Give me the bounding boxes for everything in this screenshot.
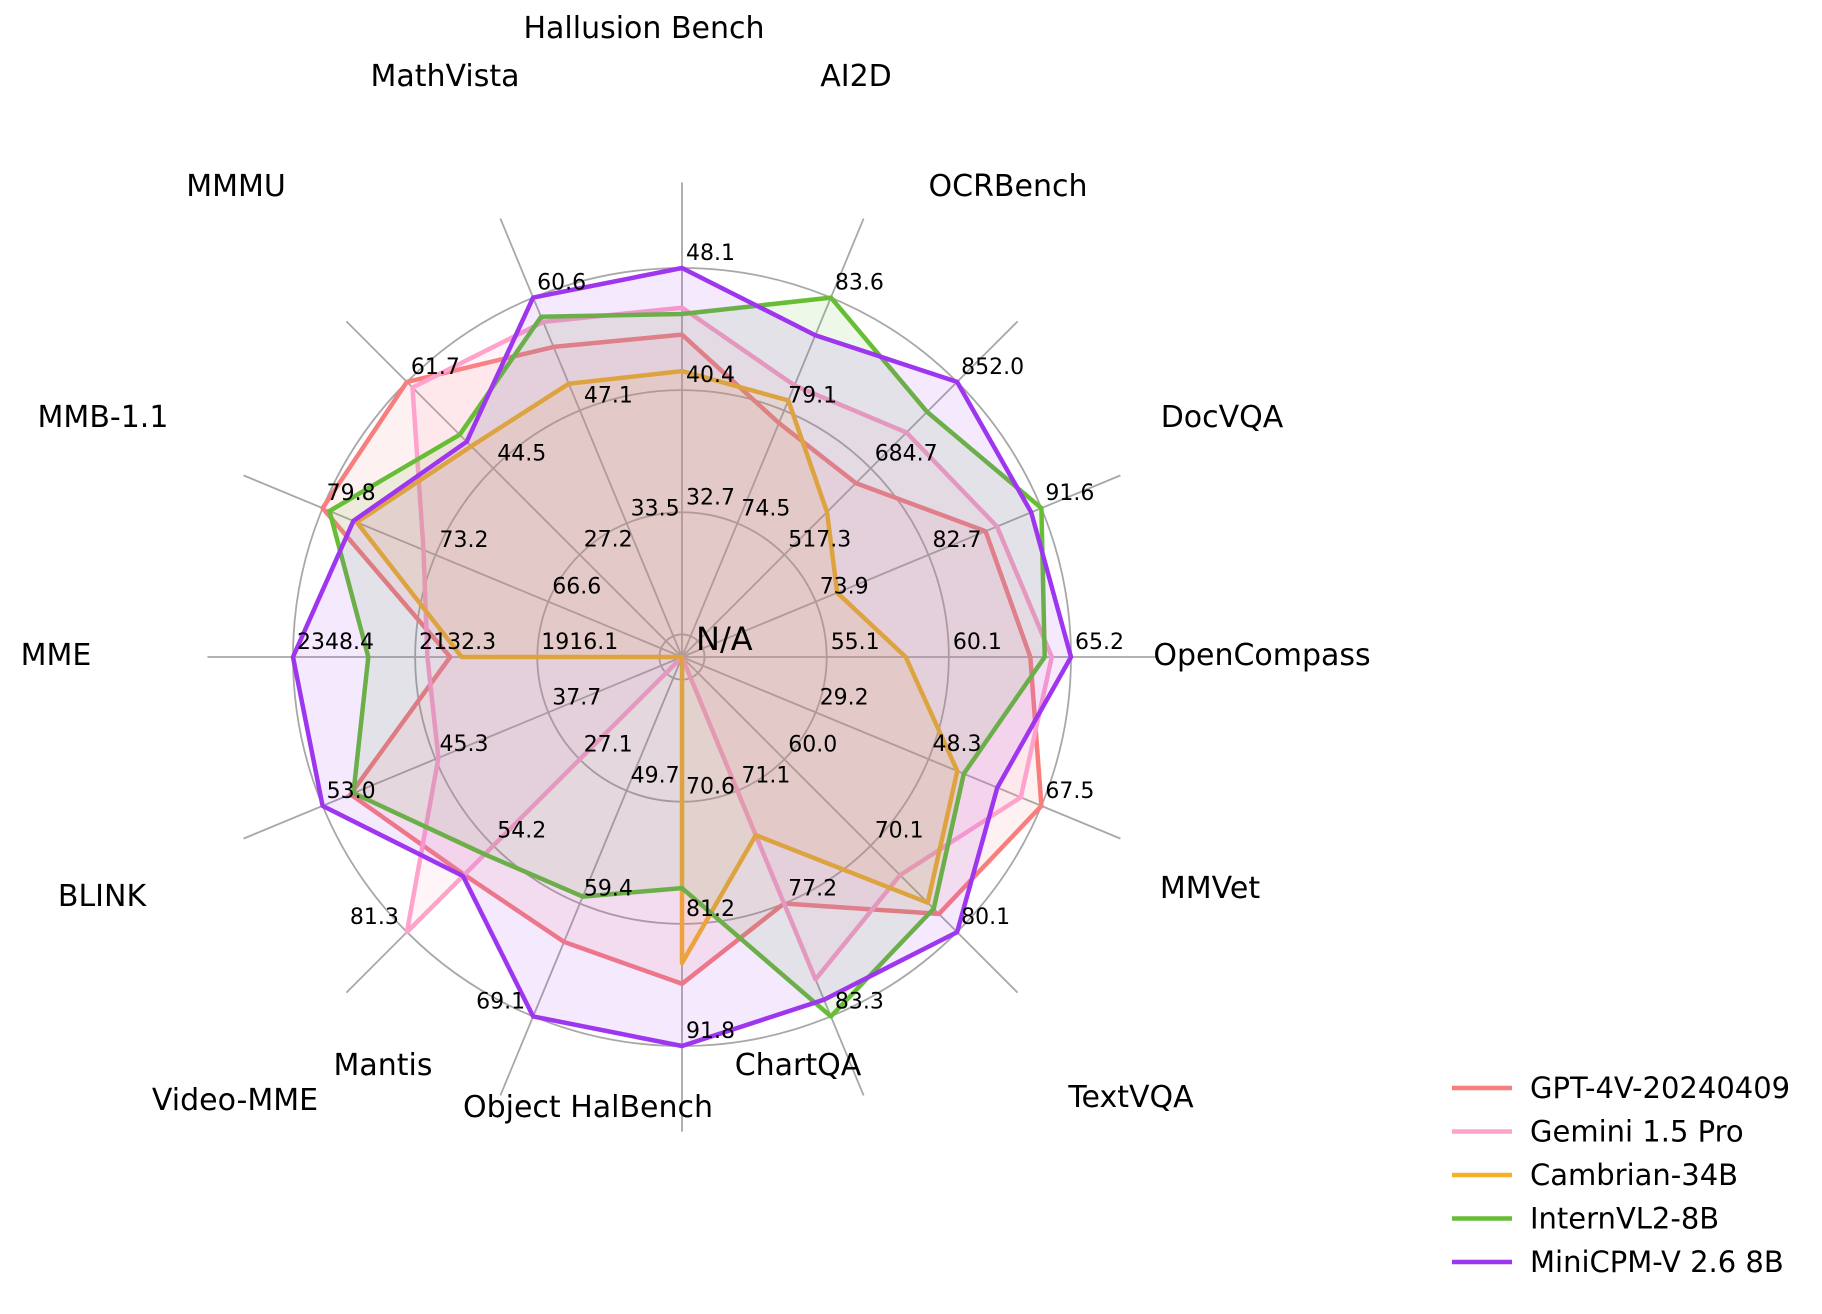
ring-label-blink-2: 37.7 <box>552 685 601 710</box>
legend-label-gemini-1-5-pro: Gemini 1.5 Pro <box>1530 1115 1744 1149</box>
series-fill-gemini-1-5-pro <box>406 307 1052 980</box>
legend-label-cambrian-34b: Cambrian-34B <box>1530 1158 1738 1192</box>
ring-label-mme-0: 2348.4 <box>297 630 374 655</box>
ring-label-chartqa-2: 71.1 <box>741 764 790 789</box>
ring-label-ai2d-2: 74.5 <box>741 496 790 521</box>
ring-label-mantis-0: 69.1 <box>476 989 525 1014</box>
axis-label-mmvet: MMVet <box>1160 871 1260 906</box>
series-line-gemini-1-5-pro <box>404 305 1055 982</box>
ring-label-mathvista-0: 60.6 <box>537 271 586 296</box>
ring-label-opencompass-2: 55.1 <box>831 630 880 655</box>
ring-label-blink-0: 53.0 <box>327 779 376 804</box>
grid-spoke-docvqa <box>681 474 1121 658</box>
ring-label-docvqa-1: 82.7 <box>933 528 982 553</box>
axis-label-mathvista: MathVista <box>370 59 519 94</box>
ring-label-object-halbench-0: 91.8 <box>686 1019 735 1044</box>
center-na-label: N/A <box>696 620 753 658</box>
ring-label-docvqa-2: 73.9 <box>820 575 869 600</box>
legend: GPT-4V-20240409 Gemini 1.5 Pro Cambrian-34… <box>1452 1071 1790 1279</box>
axis-label-mmmu: MMMU <box>186 169 286 204</box>
axis-label-opencompass: OpenCompass <box>1153 638 1370 673</box>
series-line-minicpm-v-2-6-8b <box>290 265 1074 1049</box>
grid-spoke-textvqa <box>681 656 1019 994</box>
axis-label-object-halbench: Object HalBench <box>463 1090 713 1125</box>
series-fill-internvl2-8b <box>329 297 1045 1017</box>
ring-label-mmmu-2: 27.2 <box>584 528 633 553</box>
series-line-internvl2-8b <box>327 295 1047 1019</box>
ring-label-textvqa-1: 70.1 <box>875 819 924 844</box>
ring-label-mmmu-0: 61.7 <box>411 355 460 380</box>
grid-spoke-ai2d <box>681 218 865 658</box>
axis-label-blink: BLINK <box>58 879 148 914</box>
grid-spoke-mmmu <box>345 320 683 658</box>
axis-label-video-mme: Video-MME <box>152 1083 318 1118</box>
ring-label-textvqa-2: 60.0 <box>788 732 837 757</box>
ring-label-object-halbench-2: 70.6 <box>686 775 735 800</box>
ring-label-video-mme-1: 54.2 <box>497 819 546 844</box>
legend-label-gpt-4v-20240409: GPT-4V-20240409 <box>1530 1071 1790 1105</box>
ring-label-mathvista-1: 47.1 <box>584 384 633 409</box>
ring-label-mantis-1: 59.4 <box>584 877 633 902</box>
legend-item-minicpm-v-2-6-8b: MiniCPM-V 2.6 8B <box>1452 1245 1784 1279</box>
ring-label-ocrbench-1: 684.7 <box>875 441 938 466</box>
axis-label-chartqa: ChartQA <box>735 1048 862 1083</box>
series-fill-minicpm-v-2-6-8b <box>293 268 1071 1046</box>
grid-spoke-mantis <box>499 656 683 1096</box>
ring-label-mmmu-1: 44.5 <box>497 441 546 466</box>
ring-label-mathvista-2: 33.5 <box>631 496 680 521</box>
ring-label-video-mme-0: 81.3 <box>350 905 399 930</box>
ring-label-mme-1: 2132.3 <box>419 630 496 655</box>
axis-label-ocrbench: OCRBench <box>929 169 1088 204</box>
series-line-cambrian-34b <box>354 368 960 966</box>
ring-label-mmvet-1: 48.3 <box>933 732 982 757</box>
axis-label-mmb-1-1: MMB-1.1 <box>38 400 169 435</box>
ring-label-docvqa-0: 91.6 <box>1045 481 1094 506</box>
ring-label-blink-1: 45.3 <box>440 732 489 757</box>
ring-label-hallusion-bench-0: 48.1 <box>686 241 735 266</box>
axis-label-mme: MME <box>21 638 92 673</box>
ring-label-textvqa-0: 80.1 <box>961 905 1010 930</box>
ring-label-hallusion-bench-1: 40.4 <box>686 363 735 388</box>
legend-item-gemini-1-5-pro: Gemini 1.5 Pro <box>1452 1115 1744 1149</box>
legend-label-internvl2-8b: InternVL2-8B <box>1530 1202 1719 1236</box>
axis-label-hallusion-bench: Hallusion Bench <box>523 11 764 46</box>
series-line-gpt-4v-20240409 <box>320 332 1044 987</box>
ring-label-ai2d-0: 83.6 <box>835 271 884 296</box>
ring-label-mmvet-2: 29.2 <box>820 685 869 710</box>
legend-item-gpt-4v-20240409: GPT-4V-20240409 <box>1452 1071 1790 1105</box>
axis-label-textvqa: TextVQA <box>1067 1080 1194 1115</box>
ring-label-object-halbench-1: 81.2 <box>686 897 735 922</box>
ring-label-ai2d-1: 79.1 <box>788 384 837 409</box>
ring-label-chartqa-0: 83.3 <box>835 989 884 1014</box>
grid-spoke-blink <box>243 656 683 840</box>
grid-spoke-mmb-1-1 <box>243 474 683 658</box>
ring-label-mmb-1-1-1: 73.2 <box>440 528 489 553</box>
legend-item-cambrian-34b: Cambrian-34B <box>1452 1158 1738 1192</box>
series-fill-cambrian-34b <box>356 371 958 964</box>
ring-label-mmvet-0: 67.5 <box>1045 779 1094 804</box>
legend-item-internvl2-8b: InternVL2-8B <box>1452 1202 1719 1236</box>
grid-spoke-mmvet <box>681 656 1121 840</box>
ring-label-mmb-1-1-0: 79.8 <box>327 481 376 506</box>
ring-label-ocrbench-2: 517.3 <box>788 528 851 553</box>
ring-label-video-mme-2: 27.1 <box>584 732 633 757</box>
axis-label-docvqa: DocVQA <box>1161 400 1284 435</box>
axis-label-mantis: Mantis <box>333 1048 432 1083</box>
axis-label-ai2d: AI2D <box>820 59 892 94</box>
ring-label-mme-2: 1916.1 <box>541 630 618 655</box>
grid-spoke-mathvista <box>499 218 683 658</box>
ring-label-chartqa-1: 77.2 <box>788 877 837 902</box>
ring-label-opencompass-0: 65.2 <box>1075 630 1124 655</box>
ring-label-ocrbench-0: 852.0 <box>961 355 1024 380</box>
ring-label-opencompass-1: 60.1 <box>953 630 1002 655</box>
ring-label-hallusion-bench-2: 32.7 <box>686 485 735 510</box>
ring-label-mantis-2: 49.7 <box>631 764 680 789</box>
legend-label-minicpm-v-2-6-8b: MiniCPM-V 2.6 8B <box>1530 1245 1784 1279</box>
grid-spoke-ocrbench <box>681 320 1019 658</box>
ring-label-mmb-1-1-2: 66.6 <box>552 575 601 600</box>
